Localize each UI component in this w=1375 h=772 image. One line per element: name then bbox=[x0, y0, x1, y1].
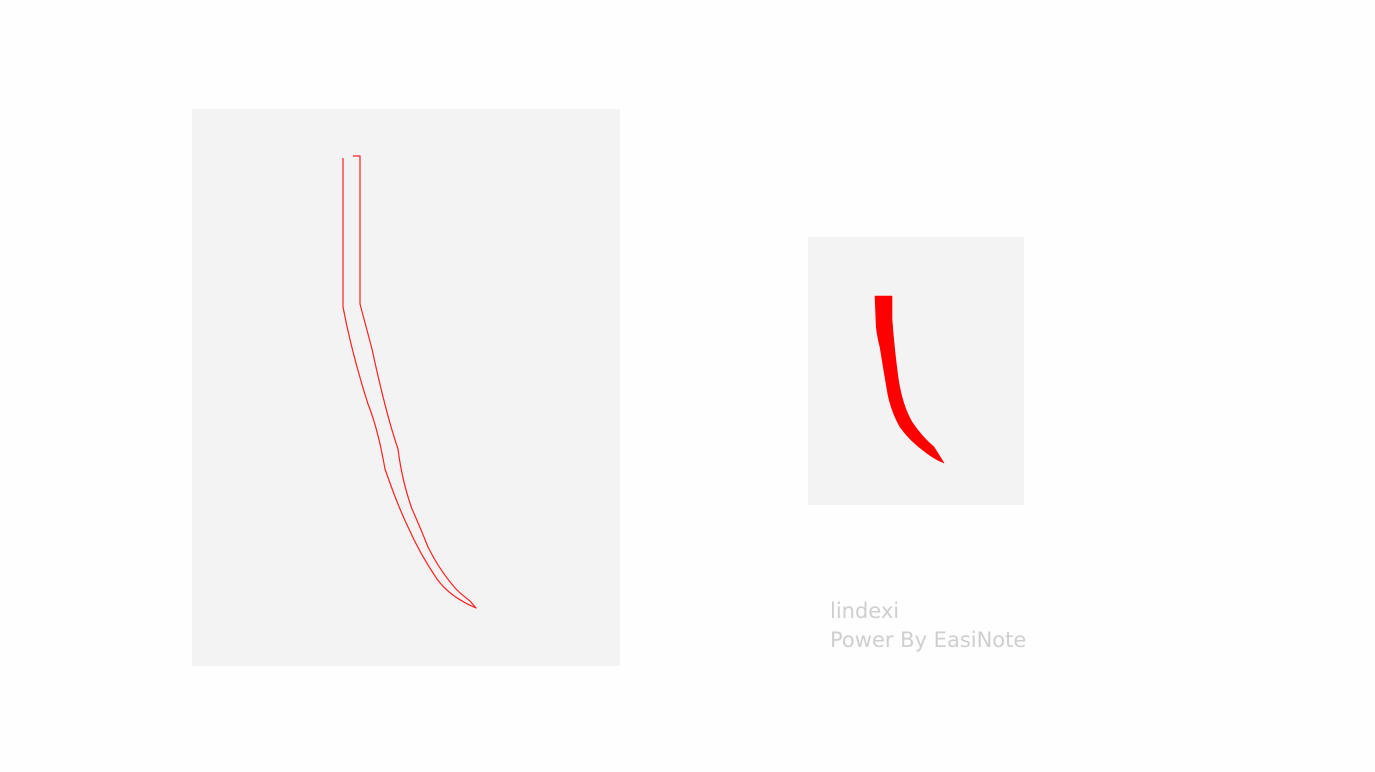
filled-stroke-panel[interactable] bbox=[808, 237, 1024, 505]
filled-stroke-drawing bbox=[874, 295, 945, 464]
outline-stroke-panel[interactable] bbox=[192, 109, 620, 666]
outline-stroke-path bbox=[342, 155, 477, 609]
watermark-author: lindexi bbox=[830, 599, 900, 623]
watermark-credit: Power By EasiNote bbox=[830, 628, 1027, 652]
outline-stroke-drawing bbox=[342, 155, 477, 609]
watermark: lindexi Power By EasiNote bbox=[830, 597, 1026, 655]
filled-stroke-shape bbox=[874, 295, 945, 464]
